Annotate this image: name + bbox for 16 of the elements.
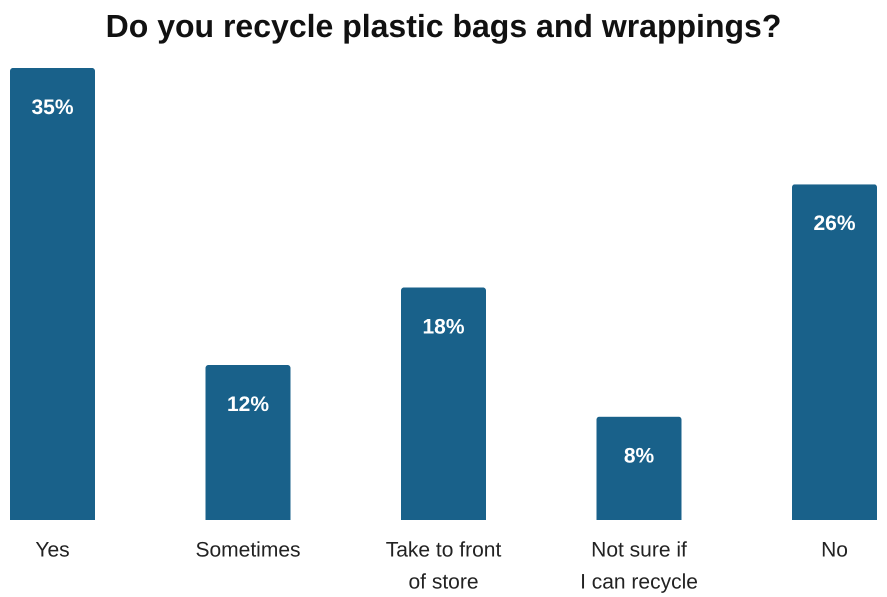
x-tick-label: Sometimes [195, 538, 301, 562]
bar [10, 68, 95, 520]
x-tick-label: No [821, 538, 848, 562]
data-label: 35% [31, 96, 74, 119]
x-tick-label: Yes [35, 538, 70, 562]
bar [206, 365, 290, 520]
x-tick-label: Not sure if I can recycle [580, 538, 698, 594]
bar [401, 288, 486, 520]
bar [792, 184, 877, 520]
data-label: 18% [422, 316, 465, 339]
x-tick-label: Take to front of store [386, 538, 502, 594]
data-label: 26% [813, 212, 856, 236]
bar [596, 416, 682, 520]
chart-title: Do you recycle plastic bags and wrappings? [106, 8, 782, 44]
data-label: 12% [226, 393, 270, 416]
data-label: 8% [624, 444, 654, 468]
